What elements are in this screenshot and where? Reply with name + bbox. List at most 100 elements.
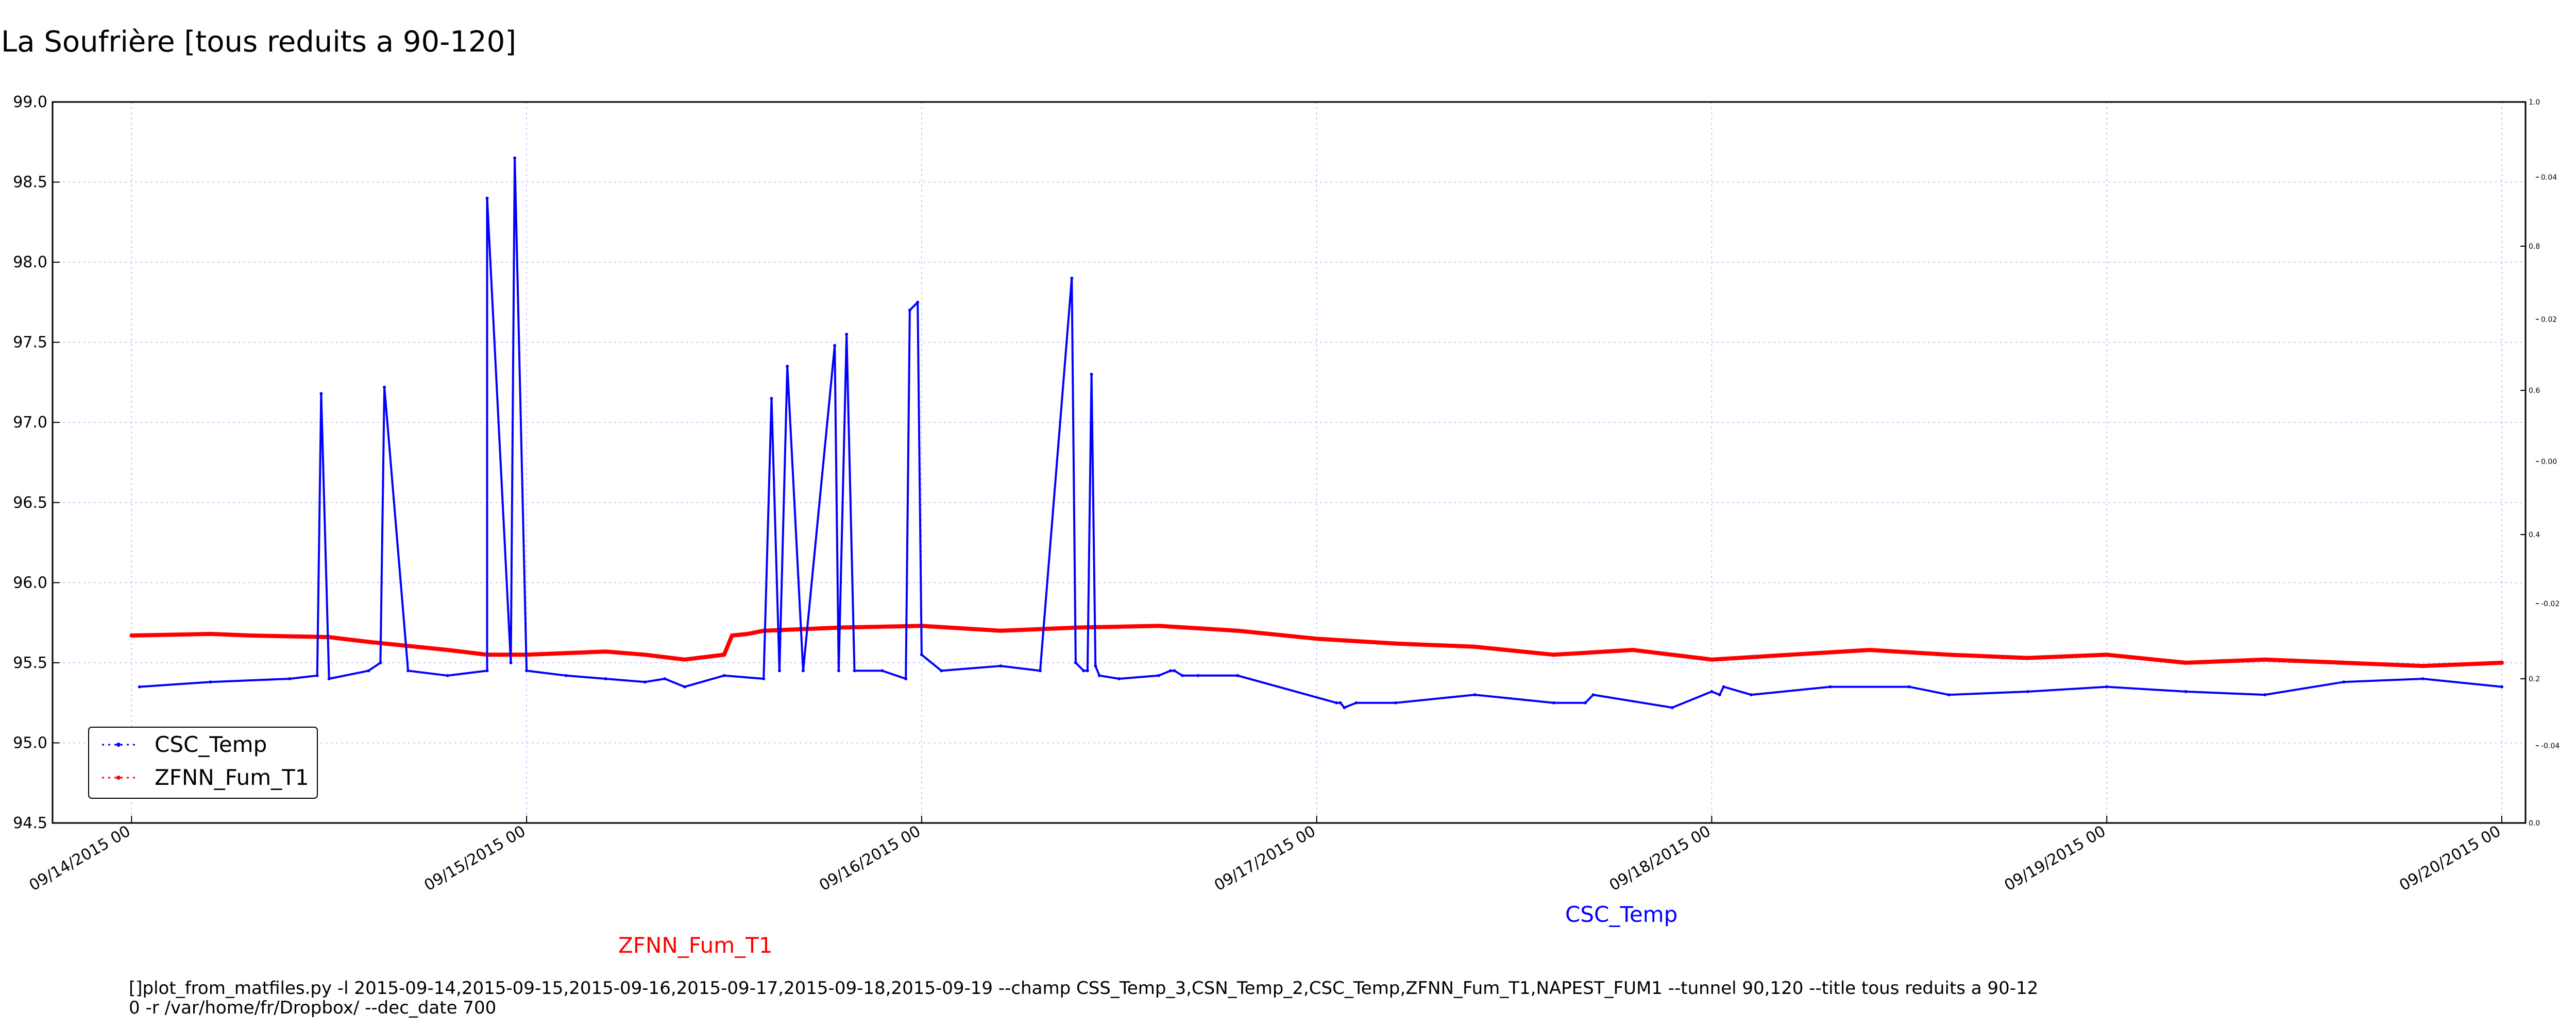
plot-area-frame	[52, 101, 2527, 824]
data-point-csc-temp-9	[406, 669, 410, 673]
data-point-zfnn-fum-t1-36	[2500, 660, 2504, 665]
y-tick-label-7: 98.0	[13, 253, 47, 271]
data-point-csc-temp-66	[1750, 693, 1753, 697]
series-label-zfnn-fum-t1: ZFNN_Fum_T1	[618, 933, 773, 958]
data-point-zfnn-fum-t1-0	[129, 633, 134, 638]
data-point-zfnn-fum-t1-23	[1472, 644, 1477, 649]
data-point-zfnn-fum-t1-26	[1709, 657, 1714, 662]
legend-marker-zfnn-fum-t1	[116, 776, 121, 780]
y-axis-ticks: 94.5 95.0 95.5 96.0 96.5 97.0 97.5 98.0 98.5 99.0	[13, 93, 60, 832]
data-point-zfnn-fum-t1-8	[603, 649, 608, 654]
grid-layer	[53, 101, 2526, 823]
data-point-csc-temp-40	[1074, 661, 1077, 664]
data-point-csc-temp-2	[288, 677, 292, 680]
series-line-csc-temp	[139, 157, 2502, 709]
data-point-csc-temp-36	[940, 669, 943, 673]
data-point-csc-temp-22	[762, 677, 766, 680]
data-point-csc-temp-54	[1338, 701, 1342, 705]
command-line-1: []plot_from_matfiles.py -l 2015-09-14,20…	[129, 978, 2038, 999]
data-point-csc-temp-17	[604, 677, 607, 680]
data-point-csc-temp-11	[485, 669, 489, 673]
series-label-csc-temp: CSC_Temp	[1565, 902, 1677, 927]
data-point-csc-temp-32	[904, 677, 908, 680]
data-point-zfnn-fum-t1-1	[208, 631, 213, 636]
data-point-csc-temp-72	[2184, 690, 2188, 693]
data-point-zfnn-fum-t1-31	[2105, 653, 2109, 657]
y-tick-label-6: 97.5	[13, 334, 47, 352]
data-point-csc-temp-55	[1343, 706, 1346, 709]
data-point-csc-temp-71	[2105, 685, 2109, 689]
legend: CSC_Temp ZFNN_Fum_T1	[88, 727, 318, 799]
data-point-zfnn-fum-t1-33	[2262, 657, 2267, 662]
data-point-zfnn-fum-t1-29	[1946, 653, 1951, 657]
legend-item-csc-temp: CSC_Temp	[102, 732, 267, 757]
data-point-csc-temp-58	[1473, 693, 1477, 697]
data-point-csc-temp-46	[1117, 677, 1121, 680]
legend-marker-csc-temp	[116, 743, 121, 747]
legend-label-zfnn-fum-t1: ZFNN_Fum_T1	[155, 765, 309, 790]
data-point-csc-temp-38	[1038, 669, 1042, 673]
data-point-csc-temp-61	[1591, 693, 1595, 697]
data-point-csc-temp-60	[1584, 701, 1587, 705]
data-point-zfnn-fum-t1-17	[998, 628, 1003, 633]
data-point-csc-temp-37	[999, 664, 1003, 668]
legend-label-csc-temp: CSC_Temp	[155, 732, 267, 757]
data-point-csc-temp-19	[663, 677, 667, 680]
data-point-csc-temp-45	[1097, 674, 1101, 677]
data-point-csc-temp-7	[379, 661, 382, 664]
data-point-csc-temp-49	[1173, 669, 1176, 673]
data-point-csc-temp-41	[1082, 669, 1086, 673]
data-point-csc-temp-47	[1157, 674, 1160, 677]
data-point-csc-temp-75	[2421, 677, 2425, 680]
data-point-csc-temp-39	[1070, 277, 1074, 280]
data-point-zfnn-fum-t1-10	[682, 657, 687, 662]
right-tick-label-2: 0.4	[2529, 531, 2540, 539]
data-point-csc-temp-21	[722, 674, 726, 677]
data-point-csc-temp-62	[1670, 706, 1674, 709]
data-point-csc-temp-26	[801, 669, 805, 673]
data-point-csc-temp-48	[1169, 669, 1172, 673]
data-point-csc-temp-35	[920, 653, 923, 657]
legend-item-zfnn-fum-t1: ZFNN_Fum_T1	[102, 765, 309, 790]
data-point-csc-temp-33	[908, 308, 911, 312]
data-point-zfnn-fum-t1-19	[1157, 624, 1161, 628]
data-point-csc-temp-65	[1722, 685, 1725, 689]
data-point-zfnn-fum-t1-25	[1631, 648, 1635, 652]
data-point-csc-temp-28	[837, 669, 840, 673]
command-line-2: 0 -r /var/home/fr/Dropbox/ --dec_date 70…	[129, 998, 496, 1018]
x-tick-label-5: 09/19/2015 00	[2002, 822, 2109, 895]
right2-tick-label-3: 0.02	[2541, 316, 2557, 324]
data-point-zfnn-fum-t1-20	[1235, 628, 1240, 633]
data-point-csc-temp-3	[315, 674, 319, 677]
data-point-zfnn-fum-t1-32	[2183, 660, 2188, 665]
right2-tick-label-4: 0.04	[2541, 174, 2557, 182]
data-point-csc-temp-63	[1710, 690, 1714, 693]
data-point-zfnn-fum-t1-18	[1077, 625, 1082, 630]
data-point-csc-temp-12	[485, 196, 489, 200]
data-point-csc-temp-52	[1236, 674, 1240, 677]
data-point-csc-temp-50	[1181, 674, 1184, 677]
data-point-zfnn-fum-t1-4	[366, 640, 371, 644]
data-point-zfnn-fum-t1-9	[643, 653, 648, 657]
right-axis2-ticks: -0.04 -0.02 0.00 0.02 0.04	[2536, 174, 2560, 750]
data-point-csc-temp-44	[1094, 664, 1097, 668]
right-tick-label-0: 0.0	[2529, 819, 2540, 828]
right-axis-ticks: 0.0 0.2 0.4 0.6 0.8 1.0	[2520, 98, 2540, 828]
data-point-csc-temp-76	[2500, 685, 2503, 689]
data-point-csc-temp-64	[1718, 693, 1721, 697]
data-point-csc-temp-16	[564, 674, 568, 677]
right-tick-label-5: 1.0	[2529, 98, 2540, 107]
data-point-csc-temp-29	[845, 333, 849, 336]
data-point-zfnn-fum-t1-15	[840, 625, 845, 630]
data-point-zfnn-fum-t1-28	[1868, 648, 1872, 652]
x-tick-label-2: 09/16/2015 00	[816, 822, 924, 895]
data-point-zfnn-fum-t1-2	[248, 633, 252, 638]
series-layer	[129, 156, 2504, 709]
data-point-zfnn-fum-t1-27	[1788, 653, 1793, 657]
data-point-csc-temp-34	[916, 300, 920, 304]
data-point-csc-temp-70	[2026, 690, 2029, 693]
y-tick-label-1: 95.0	[13, 734, 47, 752]
y-tick-label-9: 99.0	[13, 93, 47, 111]
y-tick-label-4: 96.5	[13, 494, 47, 512]
